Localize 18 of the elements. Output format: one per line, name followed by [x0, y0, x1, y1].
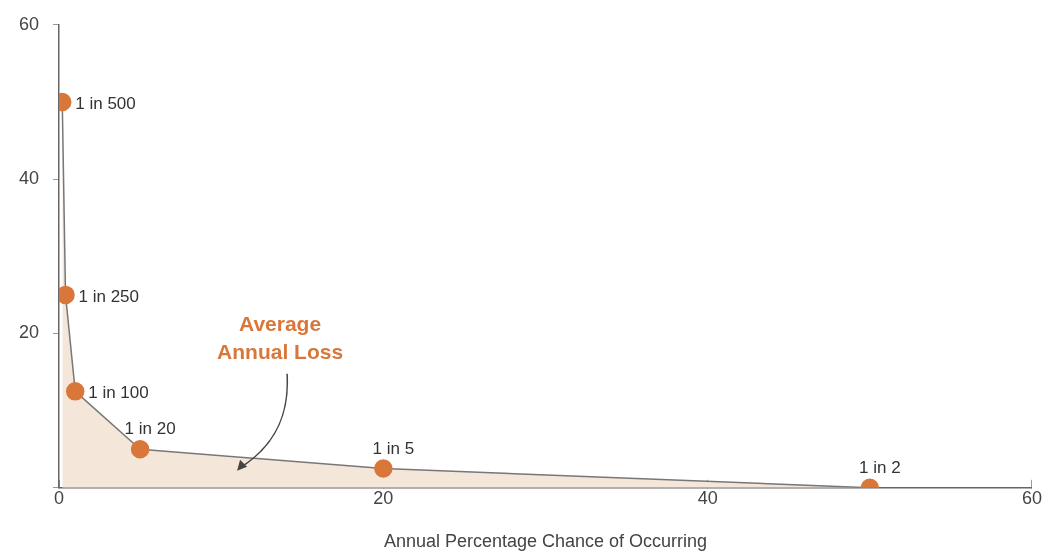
x-tick-label: 0	[54, 487, 65, 508]
annotation: Average Annual Loss	[217, 311, 344, 363]
annotation: 1 in 250	[78, 286, 140, 306]
annotation: 1 in 2	[859, 457, 901, 477]
x-axis-title: Annual Percentage Chance of Occurring	[383, 531, 708, 552]
x-tick-label: 20	[373, 487, 394, 508]
annotation: 1 in 500	[75, 93, 136, 113]
point	[130, 439, 150, 459]
y-tick-label: 20	[18, 322, 40, 343]
y-tick-label: 60	[18, 13, 40, 34]
point	[65, 382, 85, 401]
x-tick-label: 60	[1021, 487, 1042, 508]
annotation: 1 in 100	[88, 383, 149, 403]
x-tick-label: 40	[697, 487, 718, 508]
point	[374, 459, 393, 478]
annotation: 1 in 5	[372, 438, 415, 458]
annotation: 1 in 20	[124, 419, 176, 439]
y-tick-label: 40	[18, 168, 40, 189]
